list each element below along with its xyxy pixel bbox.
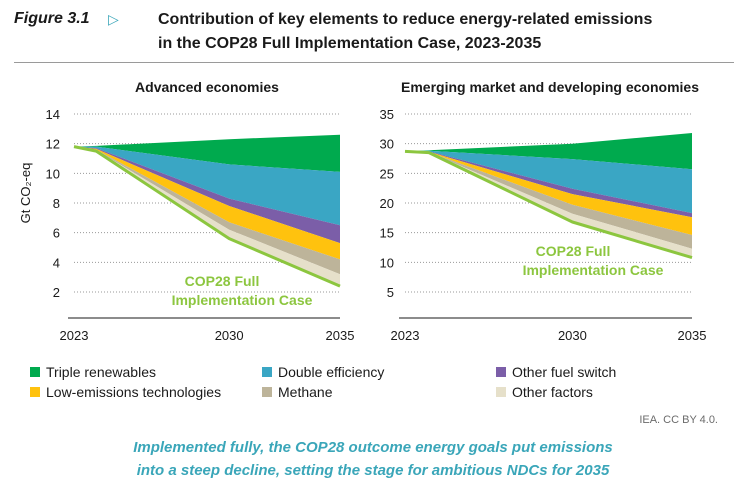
area-other-factors (405, 151, 692, 258)
area-other-fuel-switch (405, 151, 692, 218)
legend-swatch (262, 387, 272, 397)
legend-item-other-fuel-switch: Other fuel switch (496, 364, 616, 380)
x-tick-label: 2035 (326, 328, 355, 343)
play-arrow-icon: ▷ (108, 11, 119, 27)
legend-swatch (30, 367, 40, 377)
panel-title: Emerging market and developing economies (401, 79, 699, 95)
x-tick-label: 2023 (60, 328, 89, 343)
chart-panel-2: Emerging market and developing economies… (380, 79, 707, 343)
x-tick-label: 2023 (391, 328, 420, 343)
header-divider (14, 62, 734, 63)
source-note: IEA. CC BY 4.0. (639, 414, 718, 426)
figure-caption: Implemented fully, the COP28 outcome ene… (0, 436, 746, 482)
area-methane (405, 151, 692, 249)
area-double-efficiency (74, 146, 340, 226)
y-tick-label: 5 (387, 285, 394, 300)
figure-title: Contribution of key elements to reduce e… (158, 8, 738, 56)
area-triple-renewables (74, 134, 340, 172)
chart-panel-1: Advanced economies 2 4 6 8 10 12 14 Gt CO₂-eq COP… (18, 79, 354, 343)
legend-label: Other fuel switch (512, 364, 617, 380)
legend-item-methane: Methane (262, 384, 332, 400)
x-tick-label: 2030 (558, 328, 587, 343)
caption-line-2: into a steep decline, setting the stage … (136, 462, 610, 479)
legend-swatch (30, 387, 40, 397)
area-triple-renewables (405, 133, 692, 170)
legend-swatch (262, 367, 272, 377)
y-tick-label: 12 (46, 137, 60, 152)
cop28-full-implementation-line (73, 145, 341, 288)
legend-item-low-emissions-technologies: Low-emissions technologies (30, 384, 221, 400)
area-low-emissions-technologies (74, 146, 340, 260)
y-tick-label: 30 (380, 137, 394, 152)
annotation-label: Implementation Case (172, 292, 313, 308)
figure-title-line-1: Contribution of key elements to reduce e… (158, 11, 653, 28)
y-tick-label: 6 (53, 226, 60, 241)
area-methane (74, 146, 340, 275)
area-double-efficiency (405, 150, 692, 214)
annotation-label: Implementation Case (523, 262, 664, 278)
panel-title: Advanced economies (135, 79, 279, 95)
area-low-emissions-technologies (405, 151, 692, 235)
legend-swatch (496, 387, 506, 397)
legend-label: Methane (278, 384, 333, 400)
y-tick-label: 35 (380, 107, 394, 122)
y-tick-label: 20 (380, 196, 394, 211)
y-tick-label: 14 (46, 107, 60, 122)
y-tick-label: 10 (380, 255, 394, 270)
legend-label: Triple renewables (46, 364, 156, 380)
x-tick-label: 2035 (678, 328, 707, 343)
y-tick-label: 15 (380, 226, 394, 241)
figure-title-line-2: in the COP28 Full Implementation Case, 2… (158, 35, 542, 52)
y-tick-label: 8 (53, 196, 60, 211)
cop28-full-implementation-line (404, 149, 693, 260)
legend: Triple renewables Double efficiency Othe… (30, 364, 730, 404)
annotation-label: COP28 Full (536, 243, 611, 259)
area-other-fuel-switch (74, 146, 340, 244)
y-tick-label: 2 (53, 285, 60, 300)
legend-swatch (496, 367, 506, 377)
y-tick-label: 25 (380, 166, 394, 181)
legend-label: Double efficiency (278, 364, 385, 380)
x-tick-label: 2030 (215, 328, 244, 343)
legend-item-double-efficiency: Double efficiency (262, 364, 384, 380)
legend-item-other-factors: Other factors (496, 384, 593, 400)
annotation-label: COP28 Full (185, 273, 260, 289)
area-other-factors (74, 146, 340, 287)
y-axis-label: Gt CO₂-eq (18, 163, 33, 224)
legend-label: Other factors (512, 384, 593, 400)
y-tick-label: 10 (46, 166, 60, 181)
legend-item-triple-renewables: Triple renewables (30, 364, 156, 380)
chart-canvas: Advanced economies 2 4 6 8 10 12 14 Gt CO₂-eq COP… (18, 79, 707, 343)
y-tick-label: 4 (53, 255, 60, 270)
figure-label: Figure 3.1 (14, 10, 90, 27)
legend-label: Low-emissions technologies (46, 384, 222, 400)
caption-line-1: Implemented fully, the COP28 outcome ene… (133, 439, 613, 456)
